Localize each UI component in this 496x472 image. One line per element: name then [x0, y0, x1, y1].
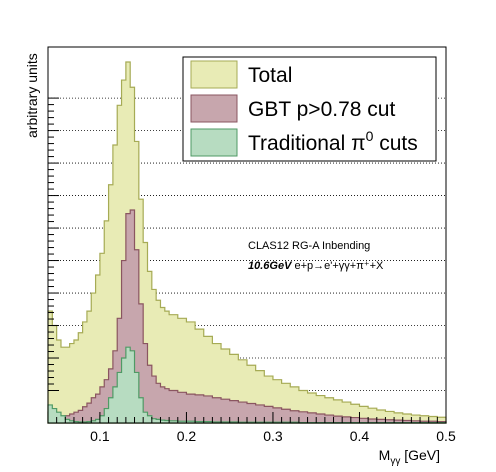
x-axis-title: Mγγ [GeV] [379, 447, 440, 467]
legend-swatch-gbt [190, 94, 238, 123]
y-axis-title: arbitrary units [24, 53, 40, 138]
legend-swatch-traditional [190, 128, 238, 157]
x-tick-label: 0.1 [90, 428, 110, 444]
legend-label-total: Total [248, 64, 292, 87]
legend-label-traditional: Traditional π0 cuts [248, 128, 418, 155]
x-axis-title-unit: [GeV] [400, 447, 440, 463]
annotation-line2: 10.6GeV e+p→e'+γγ+π⁺+X [248, 260, 384, 272]
x-axis-ticks: 0.1 0.2 0.3 0.4 0.5 [47, 412, 456, 444]
legend-label-traditional-sup: 0 [366, 128, 374, 144]
x-tick-label: 0.3 [263, 428, 283, 444]
y-axis-ticks [48, 97, 59, 392]
annotation-line1: CLAS12 RG-A Inbending [248, 240, 370, 252]
annotation-reaction: e+p→e'+γγ+π⁺+X [291, 260, 384, 272]
annotation-beam-energy: 10.6GeV [248, 260, 293, 272]
legend: Total GBT p>0.78 cut Traditional π0 cuts [182, 56, 437, 162]
legend-label-gbt: GBT p>0.78 cut [248, 98, 395, 121]
series-total-histogram [47, 61, 447, 424]
legend-label-traditional-main: Traditional π [248, 132, 366, 155]
x-tick-label: 0.2 [177, 428, 197, 444]
legend-label-traditional-tail: cuts [373, 132, 417, 155]
x-tick-label: 0.5 [436, 428, 456, 444]
x-axis-title-main: M [379, 447, 391, 463]
x-tick-label: 0.4 [350, 428, 370, 444]
x-axis-title-sub: γγ [390, 456, 400, 467]
legend-swatch-total [190, 60, 238, 89]
